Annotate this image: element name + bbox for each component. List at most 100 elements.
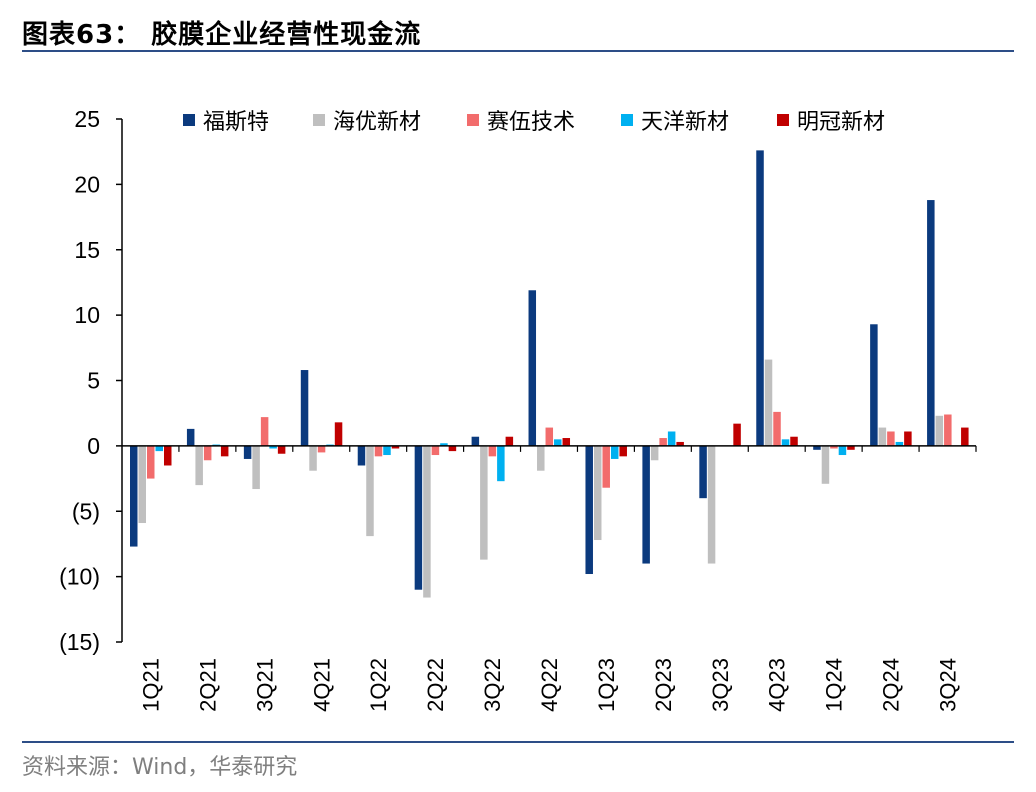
bar-海优新材-2Q22	[423, 445, 431, 598]
bar-天洋新材-4Q23	[781, 439, 790, 446]
bar-海优新材-2Q24	[878, 427, 887, 446]
bar-福斯特-4Q23	[756, 150, 764, 446]
source-rule	[22, 741, 1014, 743]
bar-明冠新材-2Q21	[220, 445, 229, 457]
x-tick-label: 3Q23	[708, 658, 733, 712]
x-tick-label: 1Q24	[822, 658, 847, 712]
bar-赛伍技术-2Q23	[659, 438, 667, 446]
source-note: 资料来源：Wind，华泰研究	[22, 755, 298, 780]
bar-明冠新材-1Q21	[164, 445, 172, 466]
bar-海优新材-3Q21	[252, 445, 260, 490]
bar-福斯特-2Q22	[414, 445, 423, 590]
bar-明冠新材-2Q22	[448, 445, 457, 452]
bar-福斯特-4Q22	[528, 290, 537, 446]
x-tick-label: 2Q24	[879, 658, 904, 712]
legend-swatch	[313, 114, 325, 126]
bar-福斯特-3Q24	[927, 200, 935, 446]
y-tick-label: 15	[74, 237, 100, 263]
y-tick-label: 20	[74, 171, 100, 197]
x-tick-label: 4Q22	[537, 658, 562, 712]
bar-明冠新材-4Q22	[562, 438, 571, 446]
bar-明冠新材-4Q23	[790, 436, 798, 446]
legend: 福斯特 海优新材 赛伍技术 天洋新材 明冠新材	[183, 110, 885, 135]
y-tick-label: (15)	[59, 629, 100, 655]
x-tick-label: 3Q22	[480, 658, 505, 712]
y-tick-label: (5)	[72, 498, 100, 524]
bar-福斯特-2Q21	[186, 428, 195, 446]
bar-福斯特-3Q22	[471, 436, 480, 446]
bar-天洋新材-2Q23	[667, 431, 676, 446]
bar-天洋新材-1Q21	[155, 445, 163, 452]
bar-天洋新材-2Q22	[440, 443, 448, 446]
bar-福斯特-1Q23	[585, 445, 593, 575]
bar-赛伍技术-1Q24	[830, 445, 838, 449]
x-tick-label: 3Q21	[252, 658, 277, 712]
bar-明冠新材-3Q24	[961, 427, 969, 446]
bar-海优新材-2Q21	[195, 445, 203, 486]
bar-明冠新材-1Q23	[619, 445, 627, 457]
bar-chart: 福斯特 海优新材 赛伍技术 天洋新材 明冠新材 25 20 15 10 5 0 (5) (10) (15…	[59, 106, 977, 712]
bar-赛伍技术-2Q21	[203, 445, 212, 461]
bar-赛伍技术-4Q22	[545, 427, 554, 446]
bar-明冠新材-3Q23	[733, 423, 741, 446]
x-tick-label: 2Q22	[423, 658, 448, 712]
bar-海优新材-1Q22	[366, 445, 374, 537]
x-tick-label: 3Q24	[936, 658, 961, 712]
bar-赛伍技术-1Q22	[374, 445, 383, 457]
bar-海优新材-4Q23	[764, 359, 773, 446]
legend-swatch	[621, 114, 633, 126]
bar-天洋新材-1Q24	[838, 445, 847, 456]
bar-福斯特-3Q21	[243, 445, 252, 459]
bar-海优新材-1Q21	[138, 445, 146, 524]
bar-海优新材-4Q22	[537, 445, 545, 471]
legend-label: 福斯特	[203, 110, 269, 135]
bar-明冠新材-3Q22	[505, 436, 514, 446]
bar-海优新材-3Q23	[707, 445, 716, 564]
x-tick-label: 1Q22	[366, 658, 391, 712]
legend-swatch	[467, 114, 479, 126]
legend-swatch	[777, 114, 789, 126]
legend-label: 明冠新材	[797, 110, 885, 135]
bar-明冠新材-4Q21	[334, 422, 343, 446]
bar-海优新材-2Q23	[650, 445, 659, 461]
legend-label: 赛伍技术	[487, 110, 575, 135]
bar-天洋新材-4Q22	[554, 439, 562, 446]
bars-layer	[130, 150, 969, 598]
x-tick-label: 2Q21	[195, 658, 220, 712]
bar-明冠新材-3Q21	[277, 445, 286, 454]
bar-天洋新材-3Q22	[497, 445, 505, 482]
x-tick-label: 4Q23	[765, 658, 790, 712]
legend-label: 海优新材	[333, 110, 421, 135]
bar-福斯特-1Q21	[130, 445, 138, 547]
bar-明冠新材-1Q22	[391, 445, 400, 449]
y-tick-label: (10)	[59, 564, 100, 590]
bar-赛伍技术-1Q23	[602, 445, 610, 488]
x-tick-label: 1Q23	[594, 658, 619, 712]
y-tick-label: 10	[74, 302, 100, 328]
bar-天洋新材-1Q22	[383, 445, 391, 456]
bar-海优新材-3Q24	[935, 415, 944, 446]
bar-赛伍技术-1Q21	[147, 445, 155, 479]
bar-赛伍技术-2Q24	[887, 431, 895, 446]
legend-swatch	[183, 114, 195, 126]
bar-明冠新材-1Q24	[847, 445, 855, 450]
bar-福斯特-2Q24	[870, 324, 878, 446]
y-tick-label: 5	[87, 368, 100, 394]
bar-赛伍技术-4Q21	[317, 445, 326, 453]
bar-福斯特-1Q22	[357, 445, 366, 466]
bar-明冠新材-2Q24	[904, 431, 912, 446]
bar-赛伍技术-3Q22	[488, 445, 497, 457]
y-tick-label: 0	[87, 433, 100, 459]
bar-福斯特-3Q23	[699, 445, 707, 499]
bar-天洋新材-3Q21	[269, 445, 277, 449]
axes-layer: 25 20 15 10 5 0 (5) (10) (15) 1Q21 2Q21 3Q21 4Q21 1Q2…	[59, 106, 977, 712]
bar-赛伍技术-2Q22	[431, 445, 440, 456]
x-tick-label: 1Q21	[138, 658, 163, 712]
y-tick-label: 25	[74, 106, 100, 132]
figure-title: 图表63： 胶膜企业经营性现金流	[22, 20, 422, 50]
bar-赛伍技术-3Q21	[260, 417, 269, 446]
bar-海优新材-1Q24	[821, 445, 830, 484]
title-rule	[22, 50, 1014, 52]
bar-海优新材-4Q21	[309, 445, 317, 471]
bar-赛伍技术-3Q24	[944, 414, 952, 446]
